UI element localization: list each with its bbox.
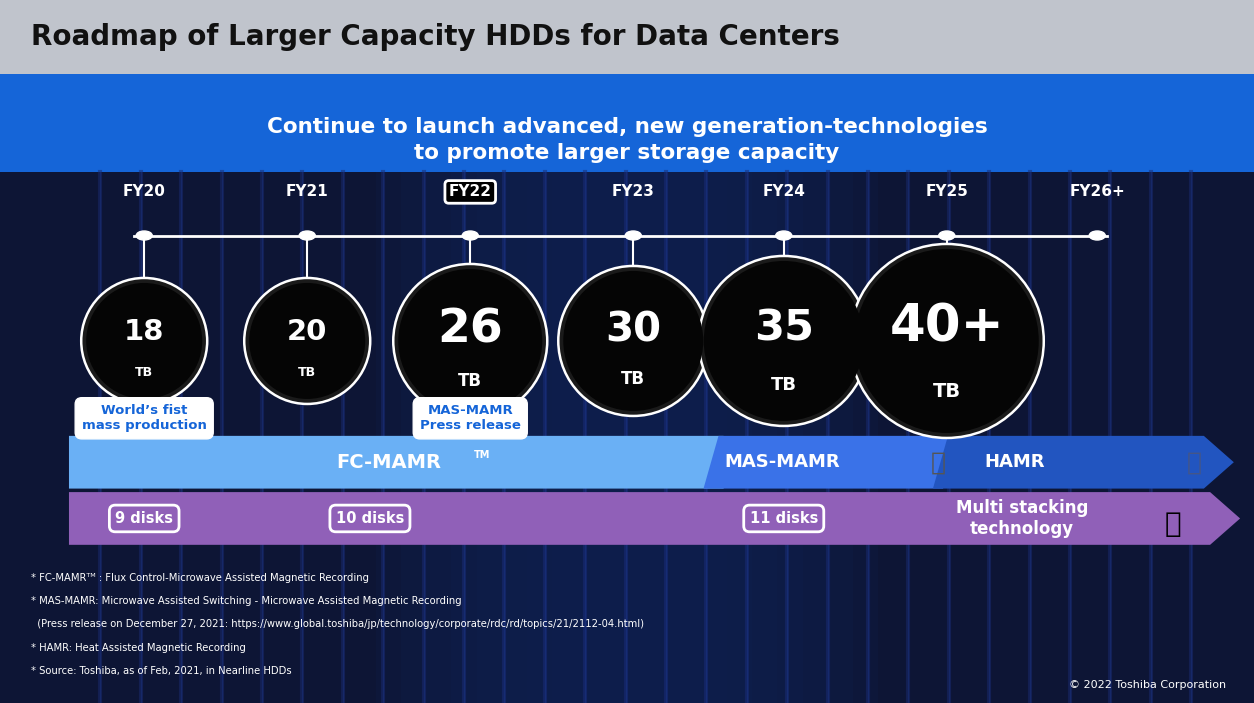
Text: * HAMR: Heat Assisted Magnetic Recording: * HAMR: Heat Assisted Magnetic Recording xyxy=(31,643,246,652)
Text: TB: TB xyxy=(621,370,646,389)
Text: FY24: FY24 xyxy=(762,184,805,200)
Ellipse shape xyxy=(855,249,1038,433)
Ellipse shape xyxy=(703,261,864,421)
Text: FY20: FY20 xyxy=(123,184,166,200)
Text: TM: TM xyxy=(474,450,490,460)
Ellipse shape xyxy=(394,264,547,418)
Text: 10 disks: 10 disks xyxy=(336,511,404,526)
Text: HAMR: HAMR xyxy=(984,453,1045,471)
Ellipse shape xyxy=(245,278,370,404)
Text: * Source: Toshiba, as of Feb, 2021, in Nearline HDDs: * Source: Toshiba, as of Feb, 2021, in N… xyxy=(31,666,292,676)
Ellipse shape xyxy=(87,283,202,399)
Text: TB: TB xyxy=(933,382,961,401)
Text: © 2022 Toshiba Corporation: © 2022 Toshiba Corporation xyxy=(1070,681,1226,690)
Text: MAS-MAMR: MAS-MAMR xyxy=(725,453,840,471)
Text: Roadmap of Larger Capacity HDDs for Data Centers: Roadmap of Larger Capacity HDDs for Data… xyxy=(31,22,840,51)
Text: FY25: FY25 xyxy=(925,184,968,200)
Text: FY26+: FY26+ xyxy=(1070,184,1125,200)
Text: FY21: FY21 xyxy=(286,184,329,200)
FancyBboxPatch shape xyxy=(920,438,949,486)
Text: * FC-MAMRᵀᴹ : Flux Control-Microwave Assisted Magnetic Recording: * FC-MAMRᵀᴹ : Flux Control-Microwave Ass… xyxy=(31,573,370,583)
Text: TB: TB xyxy=(771,376,796,394)
Polygon shape xyxy=(69,492,1240,545)
Text: 40+: 40+ xyxy=(889,302,1004,352)
Ellipse shape xyxy=(463,231,478,240)
Text: 20: 20 xyxy=(287,318,327,347)
Ellipse shape xyxy=(558,266,709,416)
FancyBboxPatch shape xyxy=(0,74,1254,172)
Ellipse shape xyxy=(399,269,542,413)
Text: 9 disks: 9 disks xyxy=(115,511,173,526)
Text: ⬛: ⬛ xyxy=(1186,450,1201,475)
FancyBboxPatch shape xyxy=(0,0,1254,74)
Text: Continue to launch advanced, new generation-technologies: Continue to launch advanced, new generat… xyxy=(267,117,987,137)
Ellipse shape xyxy=(939,231,954,240)
Ellipse shape xyxy=(850,244,1043,438)
Text: TB: TB xyxy=(458,372,483,389)
Text: ⬛: ⬛ xyxy=(930,450,946,475)
Polygon shape xyxy=(69,436,739,489)
Ellipse shape xyxy=(137,231,152,240)
Ellipse shape xyxy=(626,231,641,240)
Text: MAS-MAMR
Press release: MAS-MAMR Press release xyxy=(420,404,520,432)
Ellipse shape xyxy=(1090,231,1105,240)
FancyBboxPatch shape xyxy=(0,172,1254,703)
Text: 35: 35 xyxy=(754,308,814,350)
Text: FY23: FY23 xyxy=(612,184,655,200)
Polygon shape xyxy=(933,436,1234,489)
Text: (Press release on December 27, 2021: https://www.global.toshiba/jp/technology/co: (Press release on December 27, 2021: htt… xyxy=(31,619,645,629)
Ellipse shape xyxy=(250,283,365,399)
Text: * MAS-MAMR: Microwave Assisted Switching - Microwave Assisted Magnetic Recording: * MAS-MAMR: Microwave Assisted Switching… xyxy=(31,596,461,606)
Ellipse shape xyxy=(563,271,703,411)
Text: 18: 18 xyxy=(124,318,164,347)
Ellipse shape xyxy=(300,231,315,240)
Text: FY22: FY22 xyxy=(449,184,492,200)
Text: FC-MAMR: FC-MAMR xyxy=(336,453,441,472)
Text: World’s fist
mass production: World’s fist mass production xyxy=(82,404,207,432)
Ellipse shape xyxy=(82,278,207,404)
Text: TB: TB xyxy=(135,366,153,380)
Text: 💿: 💿 xyxy=(1164,510,1181,538)
Text: TB: TB xyxy=(298,366,316,380)
Text: 11 disks: 11 disks xyxy=(750,511,818,526)
Text: Multi stacking
technology: Multi stacking technology xyxy=(956,499,1088,538)
Ellipse shape xyxy=(776,231,791,240)
Polygon shape xyxy=(703,436,958,489)
Text: 30: 30 xyxy=(606,311,661,351)
Ellipse shape xyxy=(698,256,869,426)
Text: 26: 26 xyxy=(438,308,503,353)
Text: to promote larger storage capacity: to promote larger storage capacity xyxy=(414,143,840,162)
